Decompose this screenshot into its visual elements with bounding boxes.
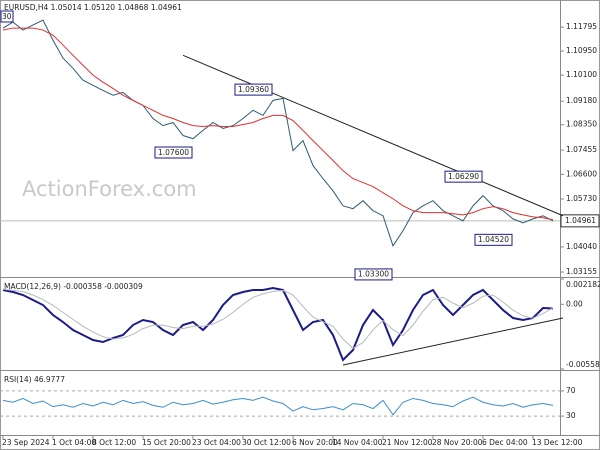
current-price-box — [560, 214, 600, 228]
price-annotation — [354, 268, 393, 281]
current-price-label: 1.04961 — [565, 216, 596, 225]
x-tick-label: 1 Oct 04:00 — [52, 438, 96, 447]
x-tick-label: 6 Nov 20:00 — [292, 438, 338, 447]
y-tick-label: 0.00 — [566, 299, 583, 308]
trendline — [342, 317, 564, 366]
x-tick-label: 8 Oct 12:00 — [92, 438, 136, 447]
y-tick-label: 1.08350 — [566, 120, 597, 129]
panel-title: MACD(12,26,9) -0.000358 -0.000309 — [4, 282, 143, 291]
panel-title: EURUSD,H4 1.05014 1.05120 1.04868 1.0496… — [4, 3, 182, 12]
x-tick-label: 21 Nov 12:00 — [382, 438, 433, 447]
x-tick-label: 15 Oct 20:00 — [142, 438, 191, 447]
price-annotation — [154, 146, 193, 159]
corner-label: 30 — [2, 12, 12, 21]
series-line — [2, 396, 554, 416]
series-line — [2, 19, 554, 247]
y-tick-label: 70 — [566, 386, 576, 395]
price-annotation-label: 1.07600 — [158, 148, 189, 157]
y-tick-label: 1.10950 — [566, 46, 597, 55]
x-tick-label: 28 Nov 20:00 — [432, 438, 483, 447]
y-tick-label: 1.07455 — [566, 145, 597, 154]
y-tick-label: -0.005584 — [566, 360, 600, 369]
y-tick-label: 1.05730 — [566, 194, 597, 203]
watermark: ActionForex.com — [22, 177, 197, 201]
x-tick-label: 23 Sep 2024 — [2, 438, 50, 447]
series-line — [2, 288, 554, 349]
series-line — [2, 27, 554, 221]
y-tick-label: 1.06600 — [566, 169, 597, 178]
price-annotation-label: 1.06290 — [448, 172, 479, 181]
y-tick-label: 1.04040 — [566, 242, 597, 251]
y-tick-label: 30 — [566, 411, 576, 420]
price-annotation-label: 1.04520 — [478, 235, 509, 244]
x-tick-label: 30 Oct 12:00 — [242, 438, 291, 447]
x-tick-label: 23 Oct 04:00 — [192, 438, 241, 447]
y-tick-label: 1.10100 — [566, 70, 597, 79]
price-annotation — [474, 233, 513, 246]
price-annotation-label: 1.03300 — [358, 270, 389, 279]
x-tick-label: 6 Dec 04:00 — [482, 438, 528, 447]
y-tick-label: 1.11795 — [566, 22, 597, 31]
y-tick-label: 1.03155 — [566, 267, 597, 276]
trendline — [182, 54, 564, 217]
y-tick-label: 1.09180 — [566, 96, 597, 105]
x-tick-label: 14 Nov 04:00 — [332, 438, 383, 447]
price-annotation — [444, 170, 483, 183]
price-annotation-label: 1.09360 — [238, 85, 269, 94]
panel-title: RSI(14) 46.9777 — [4, 375, 65, 384]
price-annotation — [234, 83, 273, 96]
corner-box — [0, 10, 14, 23]
x-tick-label: 13 Dec 12:00 — [532, 438, 583, 447]
y-tick-label: 0.002182 — [566, 280, 600, 289]
